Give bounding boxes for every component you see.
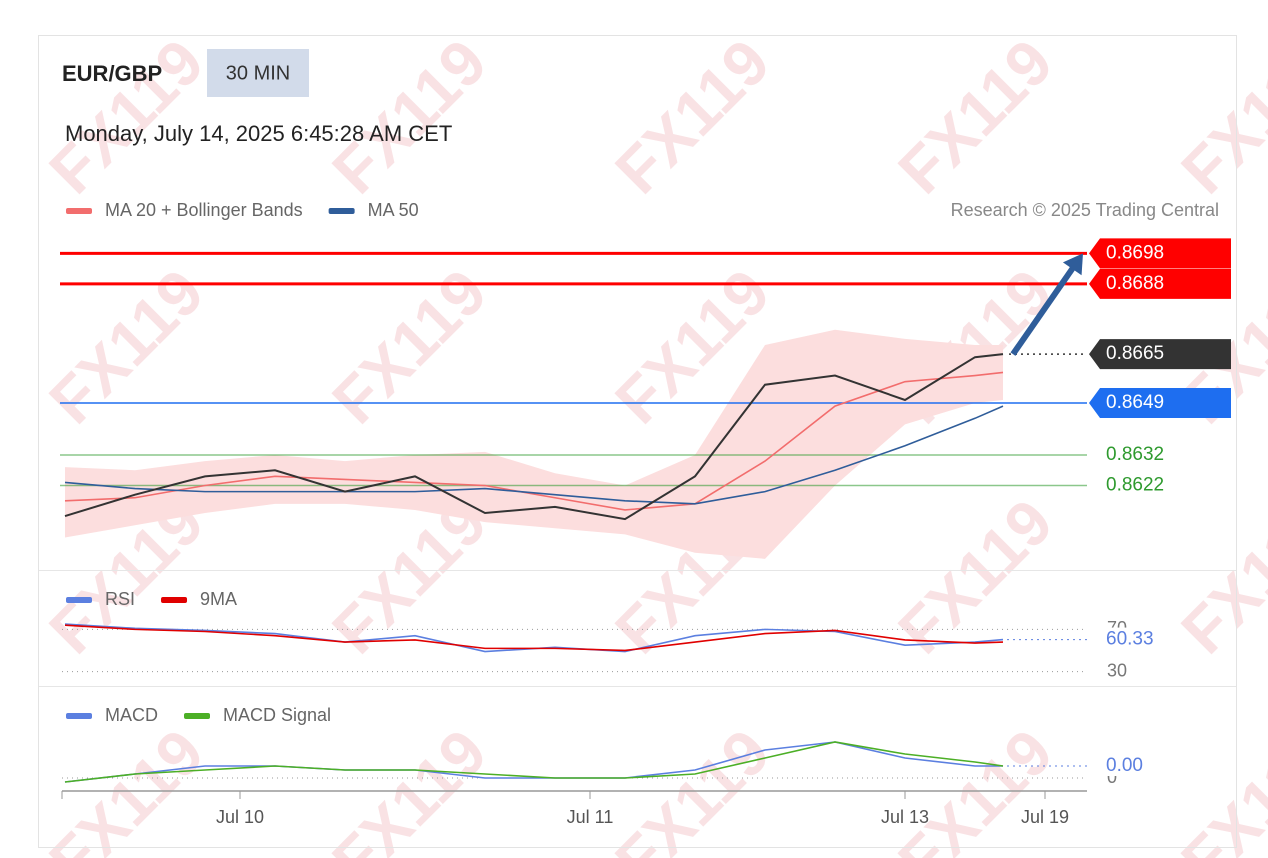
series-line	[64, 405, 1004, 505]
datetime: Monday, July 14, 2025 6:45:28 AM CET	[65, 121, 452, 146]
x-tick-label: Jul 19	[1021, 807, 1069, 827]
y-tick-label: 0	[1107, 767, 1117, 787]
level-label: 0.8622	[1106, 475, 1164, 496]
symbol: EUR/GBP	[62, 61, 162, 86]
series-line	[64, 371, 1004, 511]
legend-label: MA 50	[368, 200, 419, 220]
y-tick-label: 30	[1107, 660, 1127, 680]
bollinger-band	[65, 329, 1003, 559]
series-line	[64, 623, 1004, 653]
legend-label: MACD Signal	[223, 705, 331, 725]
watermark: FX119	[36, 716, 218, 858]
legend-label: MA 20 + Bollinger Bands	[105, 200, 303, 220]
price-line	[64, 353, 1004, 521]
level-label: 0.8698	[1106, 242, 1164, 263]
x-tick-label: Jul 11	[567, 807, 614, 827]
legend-swatch	[184, 713, 210, 719]
interval-badge	[207, 49, 309, 97]
legend-swatch	[66, 713, 92, 719]
current-bg	[1102, 627, 1166, 652]
level-label: 0.8649	[1106, 392, 1164, 413]
legend-label: MACD	[105, 705, 158, 725]
level-tag	[1089, 238, 1231, 269]
level-tag	[1089, 268, 1231, 299]
legend-label: 9MA	[200, 589, 237, 609]
watermark: FX119	[885, 26, 1067, 208]
watermark: FX119	[319, 716, 501, 858]
interval[interactable]: 30 MIN	[226, 62, 290, 84]
legend-swatch	[66, 597, 92, 603]
level-tag	[1089, 339, 1231, 370]
watermark: FX119	[36, 26, 218, 208]
x-tick-label: Jul 13	[881, 807, 929, 827]
legend-swatch	[328, 208, 355, 214]
level-tag	[1089, 388, 1231, 419]
current-label: 0.00	[1106, 755, 1143, 776]
level-label: 0.8665	[1106, 343, 1164, 364]
current-label: 60.33	[1106, 629, 1154, 650]
series-line	[64, 624, 1004, 652]
legend-swatch	[66, 208, 92, 214]
watermark: FX119	[1168, 716, 1268, 858]
legend-label: RSI	[105, 589, 135, 609]
level-label: 0.8632	[1106, 444, 1164, 465]
watermark: FX119	[1168, 486, 1268, 668]
x-tick-label: Jul 10	[216, 807, 264, 827]
watermark: FX119	[319, 26, 501, 208]
level-label: 0.8688	[1106, 273, 1164, 294]
forecast-arrow-head	[1062, 253, 1083, 276]
series-line	[64, 741, 1004, 783]
watermark: FX119	[885, 716, 1067, 858]
watermark: FX119	[602, 716, 784, 858]
watermark: FX119	[602, 26, 784, 208]
credit: Research © 2025 Trading Central	[951, 200, 1219, 220]
forecast-arrow	[1010, 259, 1080, 356]
current-bg	[1102, 754, 1156, 776]
card	[38, 35, 1237, 848]
watermark: FX119	[1168, 26, 1268, 208]
legend-swatch	[161, 597, 188, 603]
